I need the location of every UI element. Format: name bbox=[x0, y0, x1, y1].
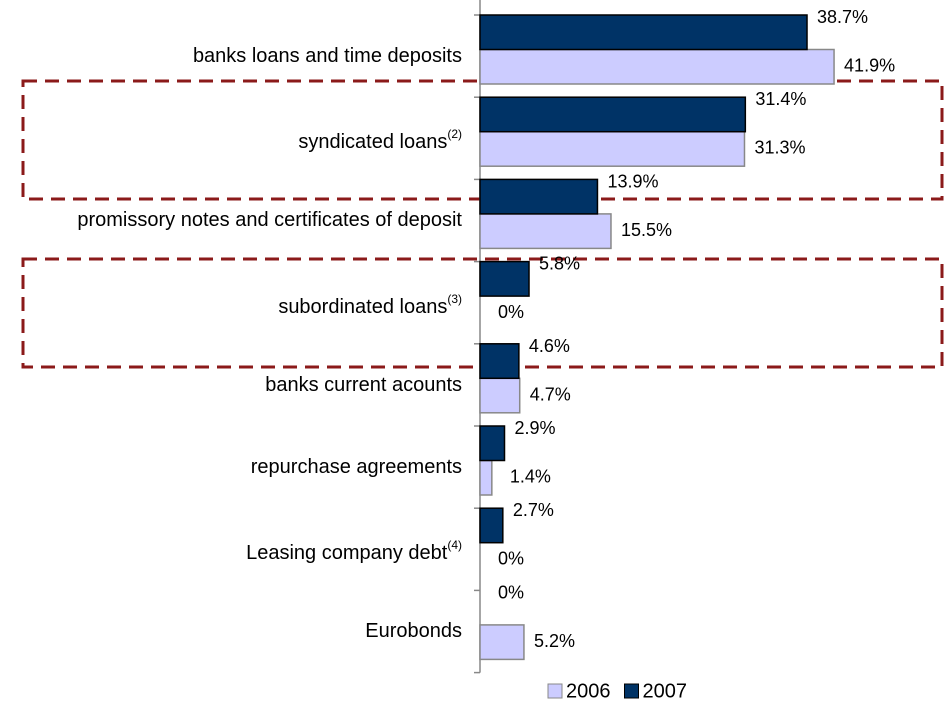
data-label: 0% bbox=[498, 302, 524, 322]
data-label: 4.7% bbox=[530, 384, 571, 404]
legend-swatch bbox=[624, 683, 639, 699]
bar bbox=[479, 213, 612, 250]
category-text: banks loans and time deposits bbox=[192, 45, 462, 68]
footnote-mark: (4) bbox=[447, 538, 462, 553]
legend-swatch bbox=[547, 683, 563, 699]
data-label: 2.9% bbox=[515, 418, 556, 438]
category-label: subordinated loans(3) bbox=[22, 262, 462, 344]
legend-label: 2006 bbox=[566, 680, 611, 702]
category-text: banks current acounts bbox=[265, 373, 462, 396]
category-text: promissory notes and certificates of dep… bbox=[77, 209, 462, 232]
data-label: 0% bbox=[498, 549, 524, 569]
data-label: 31.3% bbox=[754, 138, 805, 158]
data-label: 38.7% bbox=[817, 7, 868, 27]
category-label: Eurobonds bbox=[22, 590, 462, 672]
category-text: Eurobonds bbox=[365, 620, 462, 643]
bar bbox=[479, 459, 493, 496]
data-label: 1.4% bbox=[510, 467, 551, 487]
legend-label: 2007 bbox=[643, 680, 688, 702]
data-label: 0% bbox=[498, 582, 524, 602]
data-label: 41.9% bbox=[844, 56, 895, 76]
data-label: 31.4% bbox=[755, 89, 806, 109]
data-label: 13.9% bbox=[607, 171, 658, 191]
category-text: Leasing company debt bbox=[246, 542, 448, 565]
data-label: 4.6% bbox=[529, 336, 570, 356]
data-label: 2.7% bbox=[513, 500, 554, 520]
data-label: 5.8% bbox=[539, 254, 580, 274]
category-label: Leasing company debt(4) bbox=[22, 508, 462, 590]
category-text: subordinated loans bbox=[278, 295, 448, 318]
category-text: repurchase agreements bbox=[250, 456, 462, 479]
category-text: syndicated loans bbox=[298, 131, 448, 154]
bar bbox=[479, 343, 520, 380]
category-label: promissory notes and certificates of dep… bbox=[22, 179, 462, 261]
bar bbox=[479, 178, 599, 215]
category-label: banks current acounts bbox=[22, 344, 462, 426]
bar bbox=[479, 130, 746, 167]
bar bbox=[479, 507, 504, 544]
footnote-mark: (2) bbox=[447, 127, 462, 142]
bar bbox=[479, 260, 530, 297]
category-label: banks loans and time deposits bbox=[22, 15, 462, 97]
bar bbox=[479, 96, 747, 133]
category-label: syndicated loans(2) bbox=[22, 97, 462, 179]
category-label: repurchase agreements bbox=[22, 426, 462, 508]
data-label: 15.5% bbox=[621, 220, 672, 240]
bar bbox=[479, 624, 525, 661]
bar bbox=[479, 377, 521, 414]
bar bbox=[479, 48, 835, 85]
bar bbox=[479, 14, 808, 51]
footnote-mark: (3) bbox=[447, 291, 462, 306]
data-label: 5.2% bbox=[534, 631, 575, 651]
bar bbox=[479, 425, 506, 462]
